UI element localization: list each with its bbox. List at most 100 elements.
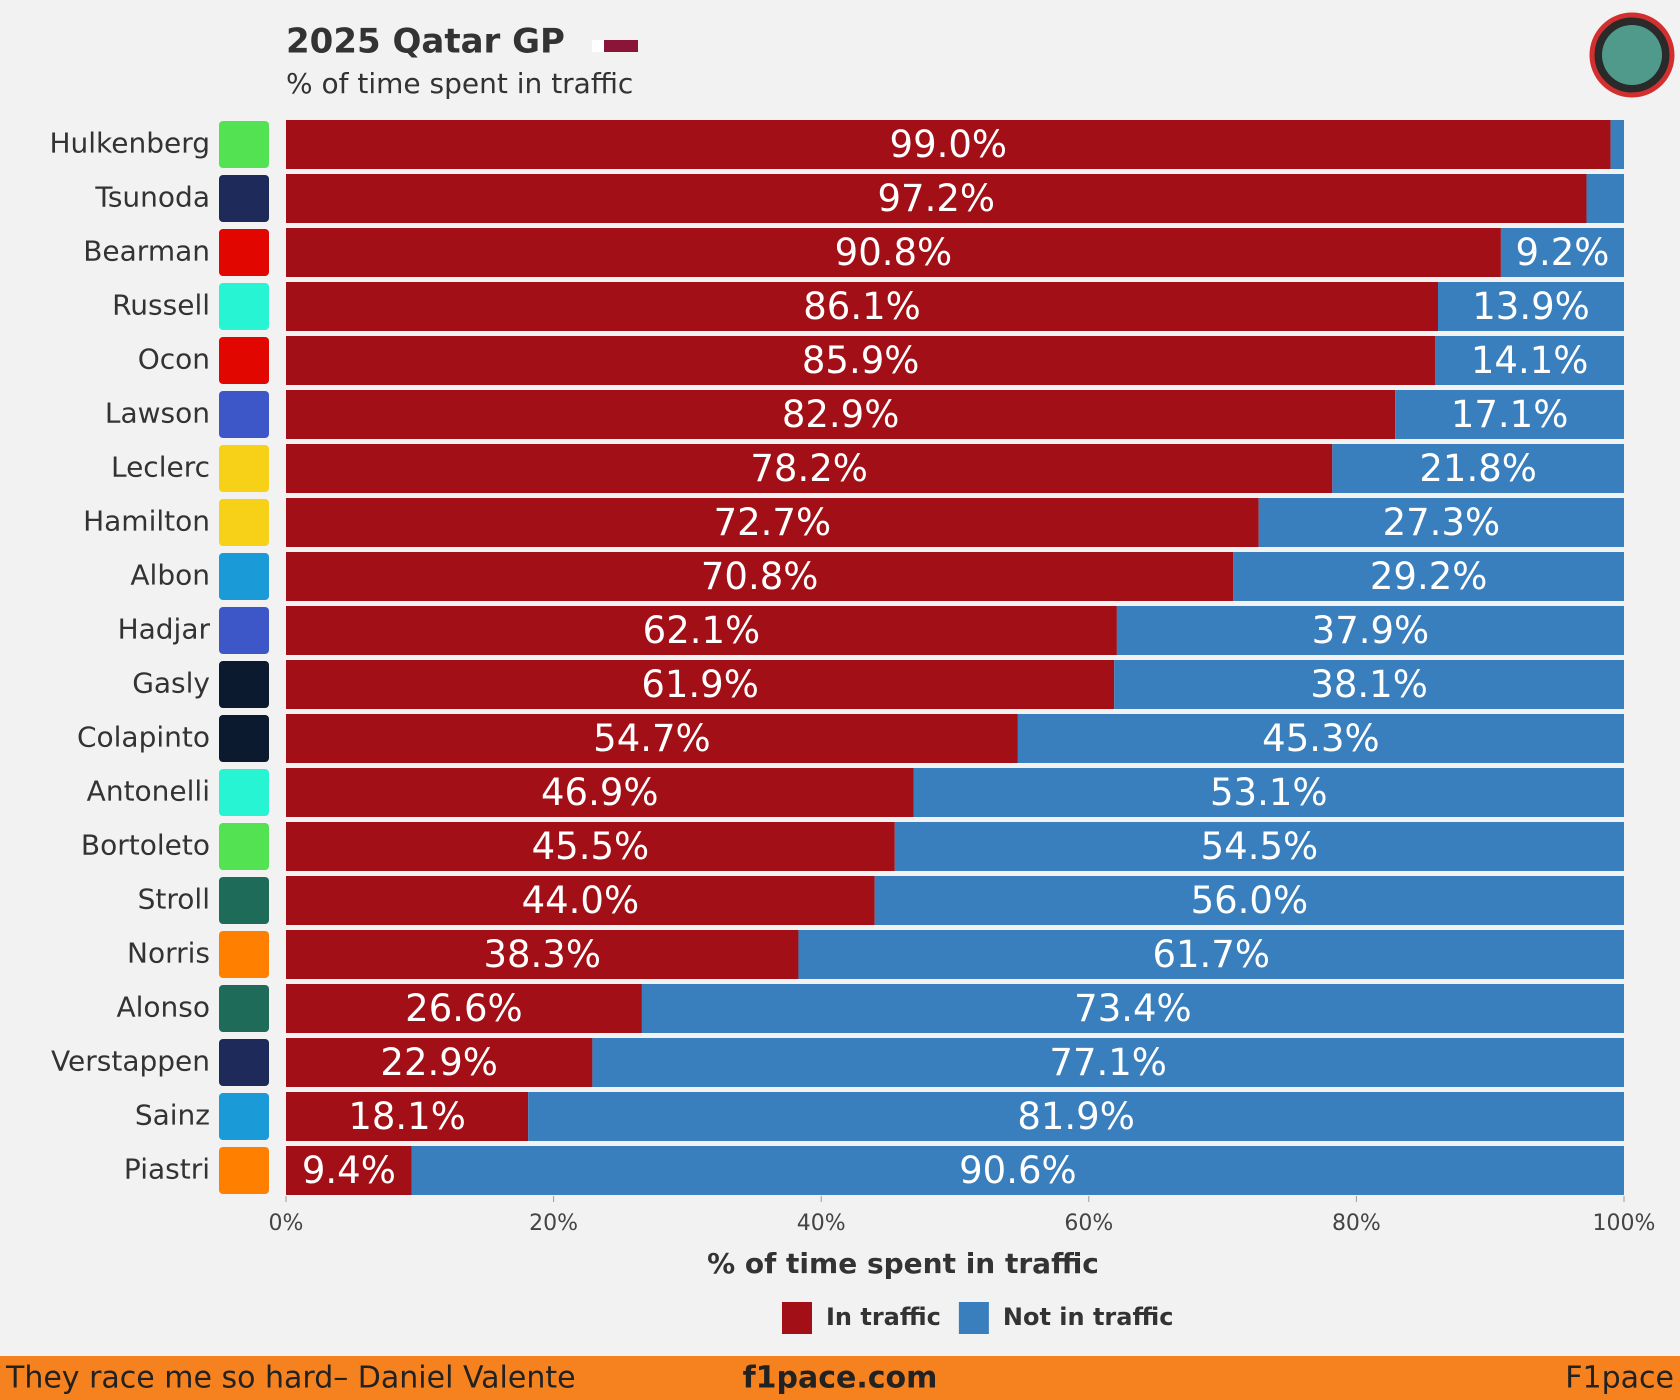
y-tick-label: Bearman: [83, 235, 210, 268]
y-tick-label: Norris: [127, 937, 210, 970]
bar-segment: [286, 552, 1234, 601]
y-tick-label: Hulkenberg: [49, 127, 210, 160]
x-tick-label: 100%: [1593, 1211, 1656, 1236]
bar-segment: [286, 390, 1396, 439]
x-axis-title: % of time spent in traffic: [707, 1247, 1099, 1280]
y-tick-label: Alonso: [116, 991, 210, 1024]
bar-segment: [286, 876, 875, 925]
bar-segment: [798, 930, 1624, 979]
data-label: 86.1%: [803, 285, 921, 328]
team-logo: [219, 715, 269, 762]
team-logo: [219, 607, 269, 654]
data-label: 9.2%: [1515, 231, 1609, 274]
bar-segment: [913, 768, 1624, 817]
footer-band: [0, 1356, 1680, 1400]
x-tick-label: 80%: [1332, 1211, 1381, 1236]
chart-title: 2025 Qatar GP: [286, 22, 565, 62]
y-tick-label: Ocon: [138, 343, 210, 376]
team-logo: [219, 1039, 269, 1086]
data-label: 38.1%: [1310, 663, 1428, 706]
bar-segment: [286, 444, 1333, 493]
y-tick-label: Gasly: [132, 667, 210, 700]
data-label: 97.2%: [877, 177, 995, 220]
bar-segment: [286, 1038, 593, 1087]
chart-subtitle: % of time spent in traffic: [286, 67, 633, 100]
y-tick-label: Russell: [112, 289, 210, 322]
y-tick-label: Hamilton: [83, 505, 210, 538]
data-label: 61.9%: [641, 663, 759, 706]
bar-segment: [1438, 282, 1624, 331]
bar-segment: [1233, 552, 1624, 601]
bar-segment: [411, 1146, 1625, 1195]
bar-segment: [894, 822, 1624, 871]
team-logo: [219, 769, 269, 816]
bar-segment: [1114, 660, 1624, 709]
team-logo: [219, 823, 269, 870]
bar-segment: [286, 930, 799, 979]
y-tick-label: Sainz: [135, 1099, 210, 1132]
bar-segment: [286, 282, 1439, 331]
footer-quote: They race me so hard– Daniel Valente: [5, 1361, 576, 1396]
legend-label: In traffic: [826, 1303, 941, 1331]
data-label: 72.7%: [714, 501, 832, 544]
team-logo: [219, 499, 269, 546]
data-label: 29.2%: [1370, 555, 1488, 598]
bar-segment: [641, 984, 1624, 1033]
team-logo: [219, 985, 269, 1032]
x-tick-label: 20%: [529, 1211, 578, 1236]
y-tick-label: Lawson: [105, 397, 210, 430]
bar-segment: [1395, 390, 1624, 439]
team-logo: [219, 1093, 269, 1140]
bar-segment: [286, 1092, 529, 1141]
bar-segment: [1017, 714, 1624, 763]
team-logo: [219, 121, 269, 168]
data-label: 18.1%: [348, 1095, 466, 1138]
bar-segment: [286, 336, 1436, 385]
data-label: 38.3%: [483, 933, 601, 976]
data-label: 90.8%: [835, 231, 953, 274]
bar-segment: [1586, 174, 1624, 223]
data-label: 73.4%: [1074, 987, 1192, 1030]
bar-segment: [286, 660, 1115, 709]
team-logo: [219, 229, 269, 276]
data-label: 27.3%: [1383, 501, 1501, 544]
team-logo: [219, 337, 269, 384]
data-label: 21.8%: [1419, 447, 1537, 490]
x-tick-label: 0%: [269, 1211, 304, 1236]
y-tick-label: Colapinto: [77, 721, 210, 754]
data-label: 56.0%: [1191, 879, 1309, 922]
data-label: 46.9%: [541, 771, 659, 814]
data-label: 81.9%: [1017, 1095, 1135, 1138]
y-tick-label: Piastri: [124, 1153, 210, 1186]
logo: [1602, 25, 1662, 85]
team-logo: [219, 877, 269, 924]
y-tick-label: Hadjar: [118, 613, 211, 646]
bar-segment: [286, 714, 1018, 763]
bar-segment: [286, 174, 1587, 223]
bar-segment: [528, 1092, 1624, 1141]
bar-segment: [1116, 606, 1624, 655]
data-label: 17.1%: [1451, 393, 1569, 436]
bar-segment: [286, 120, 1611, 169]
data-label: 26.6%: [405, 987, 523, 1030]
bar-segment: [1258, 498, 1624, 547]
y-tick-label: Albon: [130, 559, 210, 592]
data-label: 9.4%: [302, 1149, 396, 1192]
data-label: 45.3%: [1262, 717, 1380, 760]
data-label: 37.9%: [1312, 609, 1430, 652]
legend-swatch: [958, 1302, 989, 1334]
y-tick-label: Bortoleto: [81, 829, 210, 862]
footer-brand: F1pace: [1565, 1361, 1674, 1396]
data-label: 62.1%: [643, 609, 761, 652]
data-label: 45.5%: [532, 825, 650, 868]
bar-segment: [286, 1146, 412, 1195]
x-tick-label: 40%: [797, 1211, 846, 1236]
y-tick-label: Leclerc: [111, 451, 210, 484]
data-label: 70.8%: [701, 555, 819, 598]
bar-segment: [1435, 336, 1624, 385]
data-label: 77.1%: [1049, 1041, 1167, 1084]
data-label: 13.9%: [1472, 285, 1590, 328]
data-label: 82.9%: [782, 393, 900, 436]
data-label: 78.2%: [750, 447, 868, 490]
